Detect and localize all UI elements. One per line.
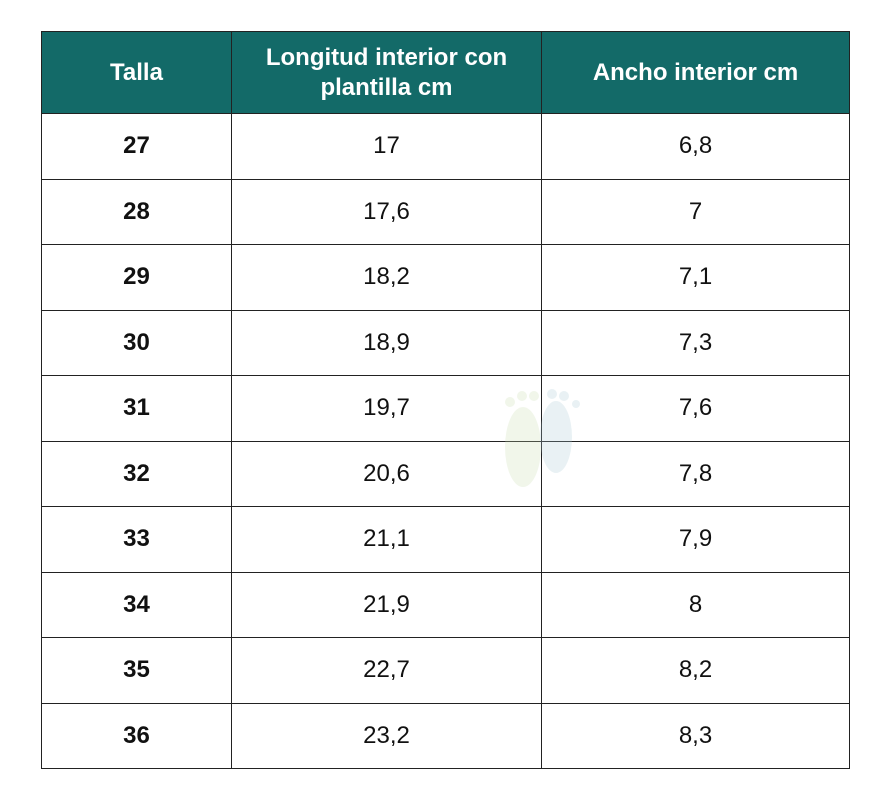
size-cell: 33 [41,506,232,573]
table-row: 30 18,9 7,3 [41,309,850,376]
measure-cell: 7,6 [541,375,850,442]
table-row: 33 21,1 7,9 [41,506,850,573]
measure-cell: 21,9 [231,571,542,638]
table-row: 35 22,7 8,2 [41,637,850,704]
measure-cell: 8,2 [541,637,850,704]
table-row: 34 21,9 8 [41,571,850,638]
table-row: 29 18,2 7,1 [41,244,850,311]
measure-cell: 18,2 [231,244,542,311]
measure-cell: 8,3 [541,702,850,769]
size-cell: 35 [41,637,232,704]
table-row: 27 17 6,8 [41,113,850,180]
header-cell: Ancho interior cm [541,31,850,114]
measure-cell: 17 [231,113,542,180]
size-cell: 32 [41,440,232,507]
size-cell: 31 [41,375,232,442]
size-cell: 28 [41,178,232,245]
measure-cell: 7,1 [541,244,850,311]
table-row: 36 23,2 8,3 [41,702,850,769]
size-cell: 29 [41,244,232,311]
table-row: 32 20,6 7,8 [41,440,850,507]
table-row: 28 17,6 7 [41,178,850,245]
measure-cell: 18,9 [231,309,542,376]
measure-cell: 6,8 [541,113,850,180]
measure-cell: 7,3 [541,309,850,376]
header-row: Talla Longitud interior con plantilla cm A… [41,31,850,114]
measure-cell: 8 [541,571,850,638]
size-cell: 34 [41,571,232,638]
header-cell: Talla [41,31,232,114]
measure-cell: 22,7 [231,637,542,704]
size-cell: 30 [41,309,232,376]
size-cell: 27 [41,113,232,180]
measure-cell: 21,1 [231,506,542,573]
measure-cell: 20,6 [231,440,542,507]
measure-cell: 7,9 [541,506,850,573]
table-body: 27 17 6,8 28 17,6 7 29 18,2 7,1 30 18,9 7,3 31 19,7 7,… [41,113,850,769]
measure-cell: 23,2 [231,702,542,769]
size-table: Talla Longitud interior con plantilla cm A… [41,31,850,769]
measure-cell: 19,7 [231,375,542,442]
watermark [505,389,580,487]
measure-cell: 17,6 [231,178,542,245]
header-cell: Longitud interior con plantilla cm [231,31,542,114]
size-cell: 36 [41,702,232,769]
table-row: 31 19,7 7,6 [41,375,850,442]
measure-cell: 7 [541,178,850,245]
